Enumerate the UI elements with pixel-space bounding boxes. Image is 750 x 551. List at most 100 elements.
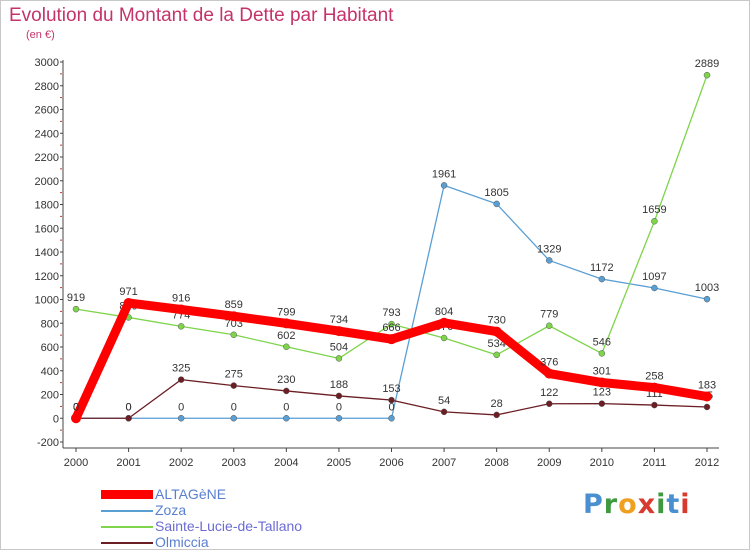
data-point-altag-ne: [491, 326, 502, 337]
data-label-altag-ne: 666: [382, 322, 400, 334]
data-point-sainte-lucie-de-tallano: [598, 350, 606, 357]
data-point-olmiccia: [125, 415, 132, 422]
data-point-sainte-lucie-de-tallano: [651, 217, 658, 225]
data-point-olmiccia: [546, 400, 553, 408]
data-point-zoza: [651, 284, 658, 292]
data-label-sainte-lucie-de-tallano: 504: [330, 341, 348, 353]
legend-swatch: [101, 510, 153, 512]
y-tick-label: 200: [41, 390, 59, 402]
proxiti-logo: Proxiti: [583, 489, 691, 520]
data-label-altag-ne: 301: [593, 366, 611, 378]
data-label-altag-ne: 804: [435, 306, 453, 318]
data-label-altag-ne: 258: [645, 371, 663, 383]
data-label-altag-ne: 971: [119, 286, 137, 298]
data-point-zoza: [493, 200, 500, 208]
legend-item: Zoza: [101, 503, 361, 517]
y-tick-label: 600: [41, 342, 59, 354]
data-point-zoza: [177, 415, 185, 422]
legend-item: Olmiccia: [101, 535, 361, 549]
data-label-olmiccia: 123: [593, 387, 611, 399]
y-tick-label: 3000: [35, 57, 59, 69]
x-tick-label: 2007: [432, 457, 456, 469]
data-label-zoza: 0: [388, 401, 394, 413]
legend-swatch: [101, 542, 153, 544]
x-tick-label: 2011: [643, 457, 667, 469]
legend-item: ALTAGèNE: [101, 487, 361, 501]
data-label-sainte-lucie-de-tallano: 919: [67, 292, 85, 304]
data-point-olmiccia: [440, 408, 448, 416]
data-label-olmiccia: 0: [73, 401, 79, 413]
data-point-zoza: [230, 415, 237, 422]
data-point-zoza: [440, 182, 448, 189]
data-label-zoza: 1329: [537, 243, 561, 255]
logo-letter: r: [603, 489, 619, 520]
data-point-sainte-lucie-de-tallano: [440, 334, 448, 342]
data-point-olmiccia: [598, 400, 606, 407]
data-point-olmiccia: [283, 387, 290, 395]
data-label-sainte-lucie-de-tallano: 779: [540, 309, 558, 321]
legend-label: Sainte-Lucie-de-Tallano: [155, 518, 303, 534]
data-point-zoza: [598, 275, 606, 283]
data-point-olmiccia: [651, 401, 658, 409]
data-label-sainte-lucie-de-tallano: 793: [382, 307, 400, 319]
x-tick-label: 2008: [484, 457, 508, 469]
x-tick-label: 2003: [222, 457, 246, 469]
y-tick-label: -200: [37, 437, 59, 449]
data-point-sainte-lucie-de-tallano: [388, 320, 395, 328]
data-point-altag-ne: [386, 334, 397, 345]
data-point-zoza: [283, 415, 290, 422]
data-point-sainte-lucie-de-tallano: [703, 71, 711, 79]
data-label-zoza: 1805: [484, 187, 508, 199]
data-point-altag-ne: [71, 413, 81, 424]
y-tick-label: 0: [53, 413, 59, 425]
data-point-sainte-lucie-de-tallano: [493, 351, 500, 359]
data-label-olmiccia: 0: [126, 401, 132, 413]
data-label-sainte-lucie-de-tallano: 2889: [695, 58, 719, 70]
data-point-olmiccia: [177, 376, 185, 383]
data-label-olmiccia: 153: [382, 383, 400, 395]
data-point-olmiccia: [230, 382, 237, 389]
data-label-zoza: 1003: [695, 282, 719, 294]
legend-swatch: [101, 490, 153, 499]
logo-letter: i: [680, 489, 691, 520]
x-tick-label: 2002: [169, 457, 193, 469]
legend-item: Sainte-Lucie-de-Tallano: [101, 519, 361, 533]
data-label-zoza: 1172: [590, 262, 614, 274]
data-point-sainte-lucie-de-tallano: [72, 305, 80, 313]
data-point-zoza: [703, 295, 711, 303]
y-tick-label: 2800: [35, 81, 59, 93]
data-label-altag-ne: 183: [698, 380, 716, 392]
logo-letter: t: [666, 489, 681, 520]
data-label-sainte-lucie-de-tallano: 546: [593, 336, 611, 348]
legend-label: Olmiccia: [155, 534, 209, 550]
data-point-zoza: [546, 257, 553, 264]
x-tick-label: 2012: [695, 457, 719, 469]
legend-label: Zoza: [155, 502, 187, 518]
x-tick-label: 2010: [590, 457, 614, 469]
data-label-altag-ne: 376: [540, 357, 558, 369]
y-tick-label: 2000: [35, 176, 59, 188]
data-label-zoza: 0: [126, 401, 132, 413]
legend-swatch: [101, 526, 153, 528]
data-point-zoza: [388, 415, 395, 422]
data-point-sainte-lucie-de-tallano: [546, 322, 553, 329]
y-tick-label: 1400: [35, 247, 59, 259]
data-label-altag-ne: 730: [487, 315, 505, 327]
x-tick-label: 2001: [116, 457, 140, 469]
data-point-altag-ne: [544, 368, 555, 379]
y-tick-label: 1000: [35, 295, 59, 307]
data-label-sainte-lucie-de-tallano: 602: [277, 330, 295, 342]
x-tick-label: 2009: [537, 457, 561, 469]
y-tick-label: 400: [41, 366, 59, 378]
data-label-olmiccia: 122: [540, 387, 558, 399]
data-label-zoza: 0: [283, 401, 289, 413]
data-point-olmiccia: [703, 403, 711, 411]
y-tick-label: 800: [41, 318, 59, 330]
x-tick-label: 2004: [274, 457, 298, 469]
data-point-altag-ne: [176, 304, 187, 315]
data-label-olmiccia: 54: [438, 395, 450, 407]
data-point-sainte-lucie-de-tallano: [230, 331, 237, 339]
data-point-zoza: [335, 415, 343, 422]
